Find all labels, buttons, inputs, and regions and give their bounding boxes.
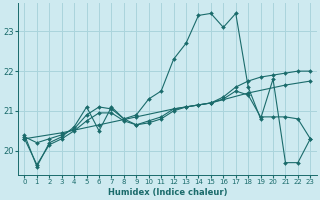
X-axis label: Humidex (Indice chaleur): Humidex (Indice chaleur) [108,188,227,197]
